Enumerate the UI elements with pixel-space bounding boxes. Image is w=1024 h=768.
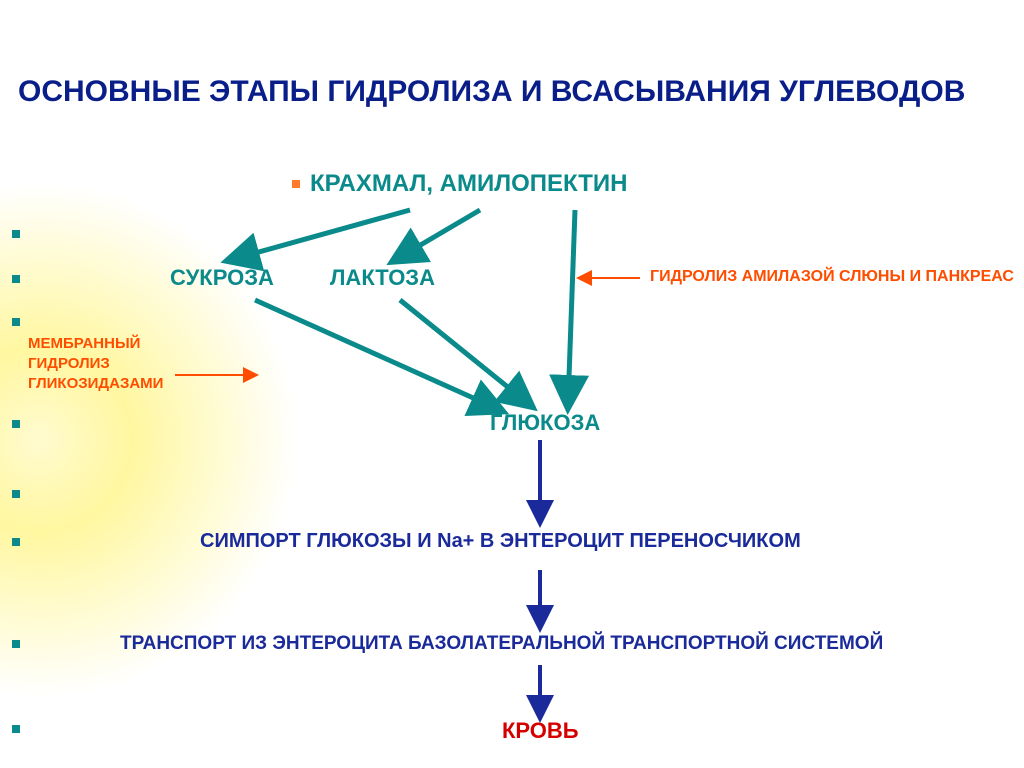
arrows-layer <box>0 0 1024 768</box>
arrow <box>230 210 410 260</box>
diagram-canvas: ОСНОВНЫЕ ЭТАПЫ ГИДРОЛИЗА И ВСАСЫВАНИЯ УГ… <box>0 0 1024 768</box>
arrow <box>400 300 530 405</box>
arrow <box>395 210 480 260</box>
arrow <box>568 210 575 405</box>
arrow <box>255 300 500 410</box>
